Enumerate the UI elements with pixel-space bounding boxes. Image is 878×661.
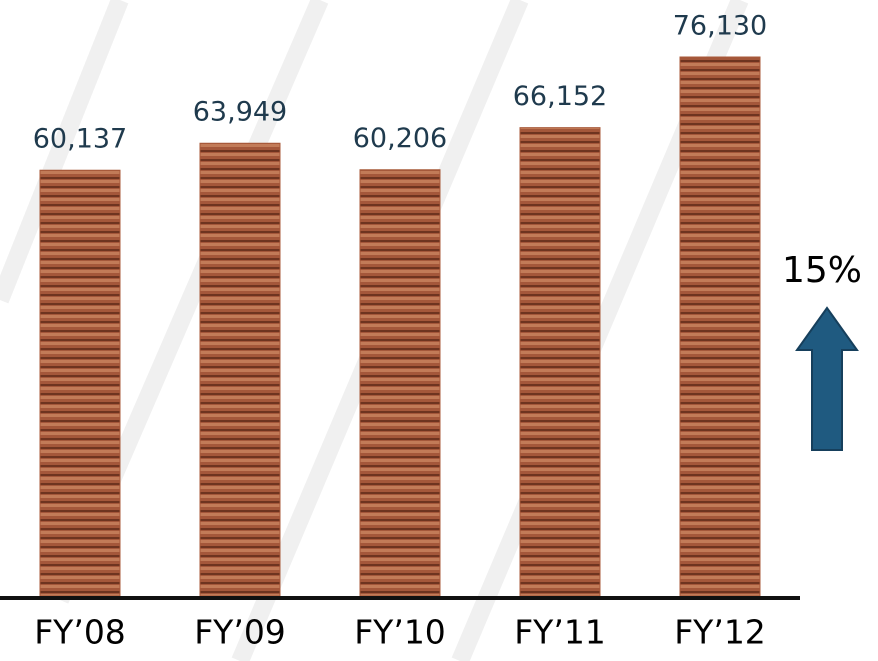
annotation: 15% [782, 250, 862, 291]
up-arrow [795, 306, 859, 451]
bar [519, 127, 601, 597]
value-label: 60,206 [353, 123, 447, 154]
x-tick-label: FY’11 [514, 613, 606, 652]
bar [679, 56, 761, 597]
x-tick-label: FY’10 [354, 613, 446, 652]
bar [199, 142, 281, 597]
value-label: 76,130 [673, 11, 767, 42]
bar [359, 169, 441, 597]
x-tick-label: FY’12 [674, 613, 766, 652]
bar [39, 169, 121, 597]
x-tick-label: FY’08 [34, 613, 126, 652]
x-tick-label: FY’09 [194, 613, 286, 652]
value-label: 63,949 [193, 97, 287, 128]
value-label: 66,152 [513, 81, 607, 112]
value-label: 60,137 [33, 124, 127, 155]
